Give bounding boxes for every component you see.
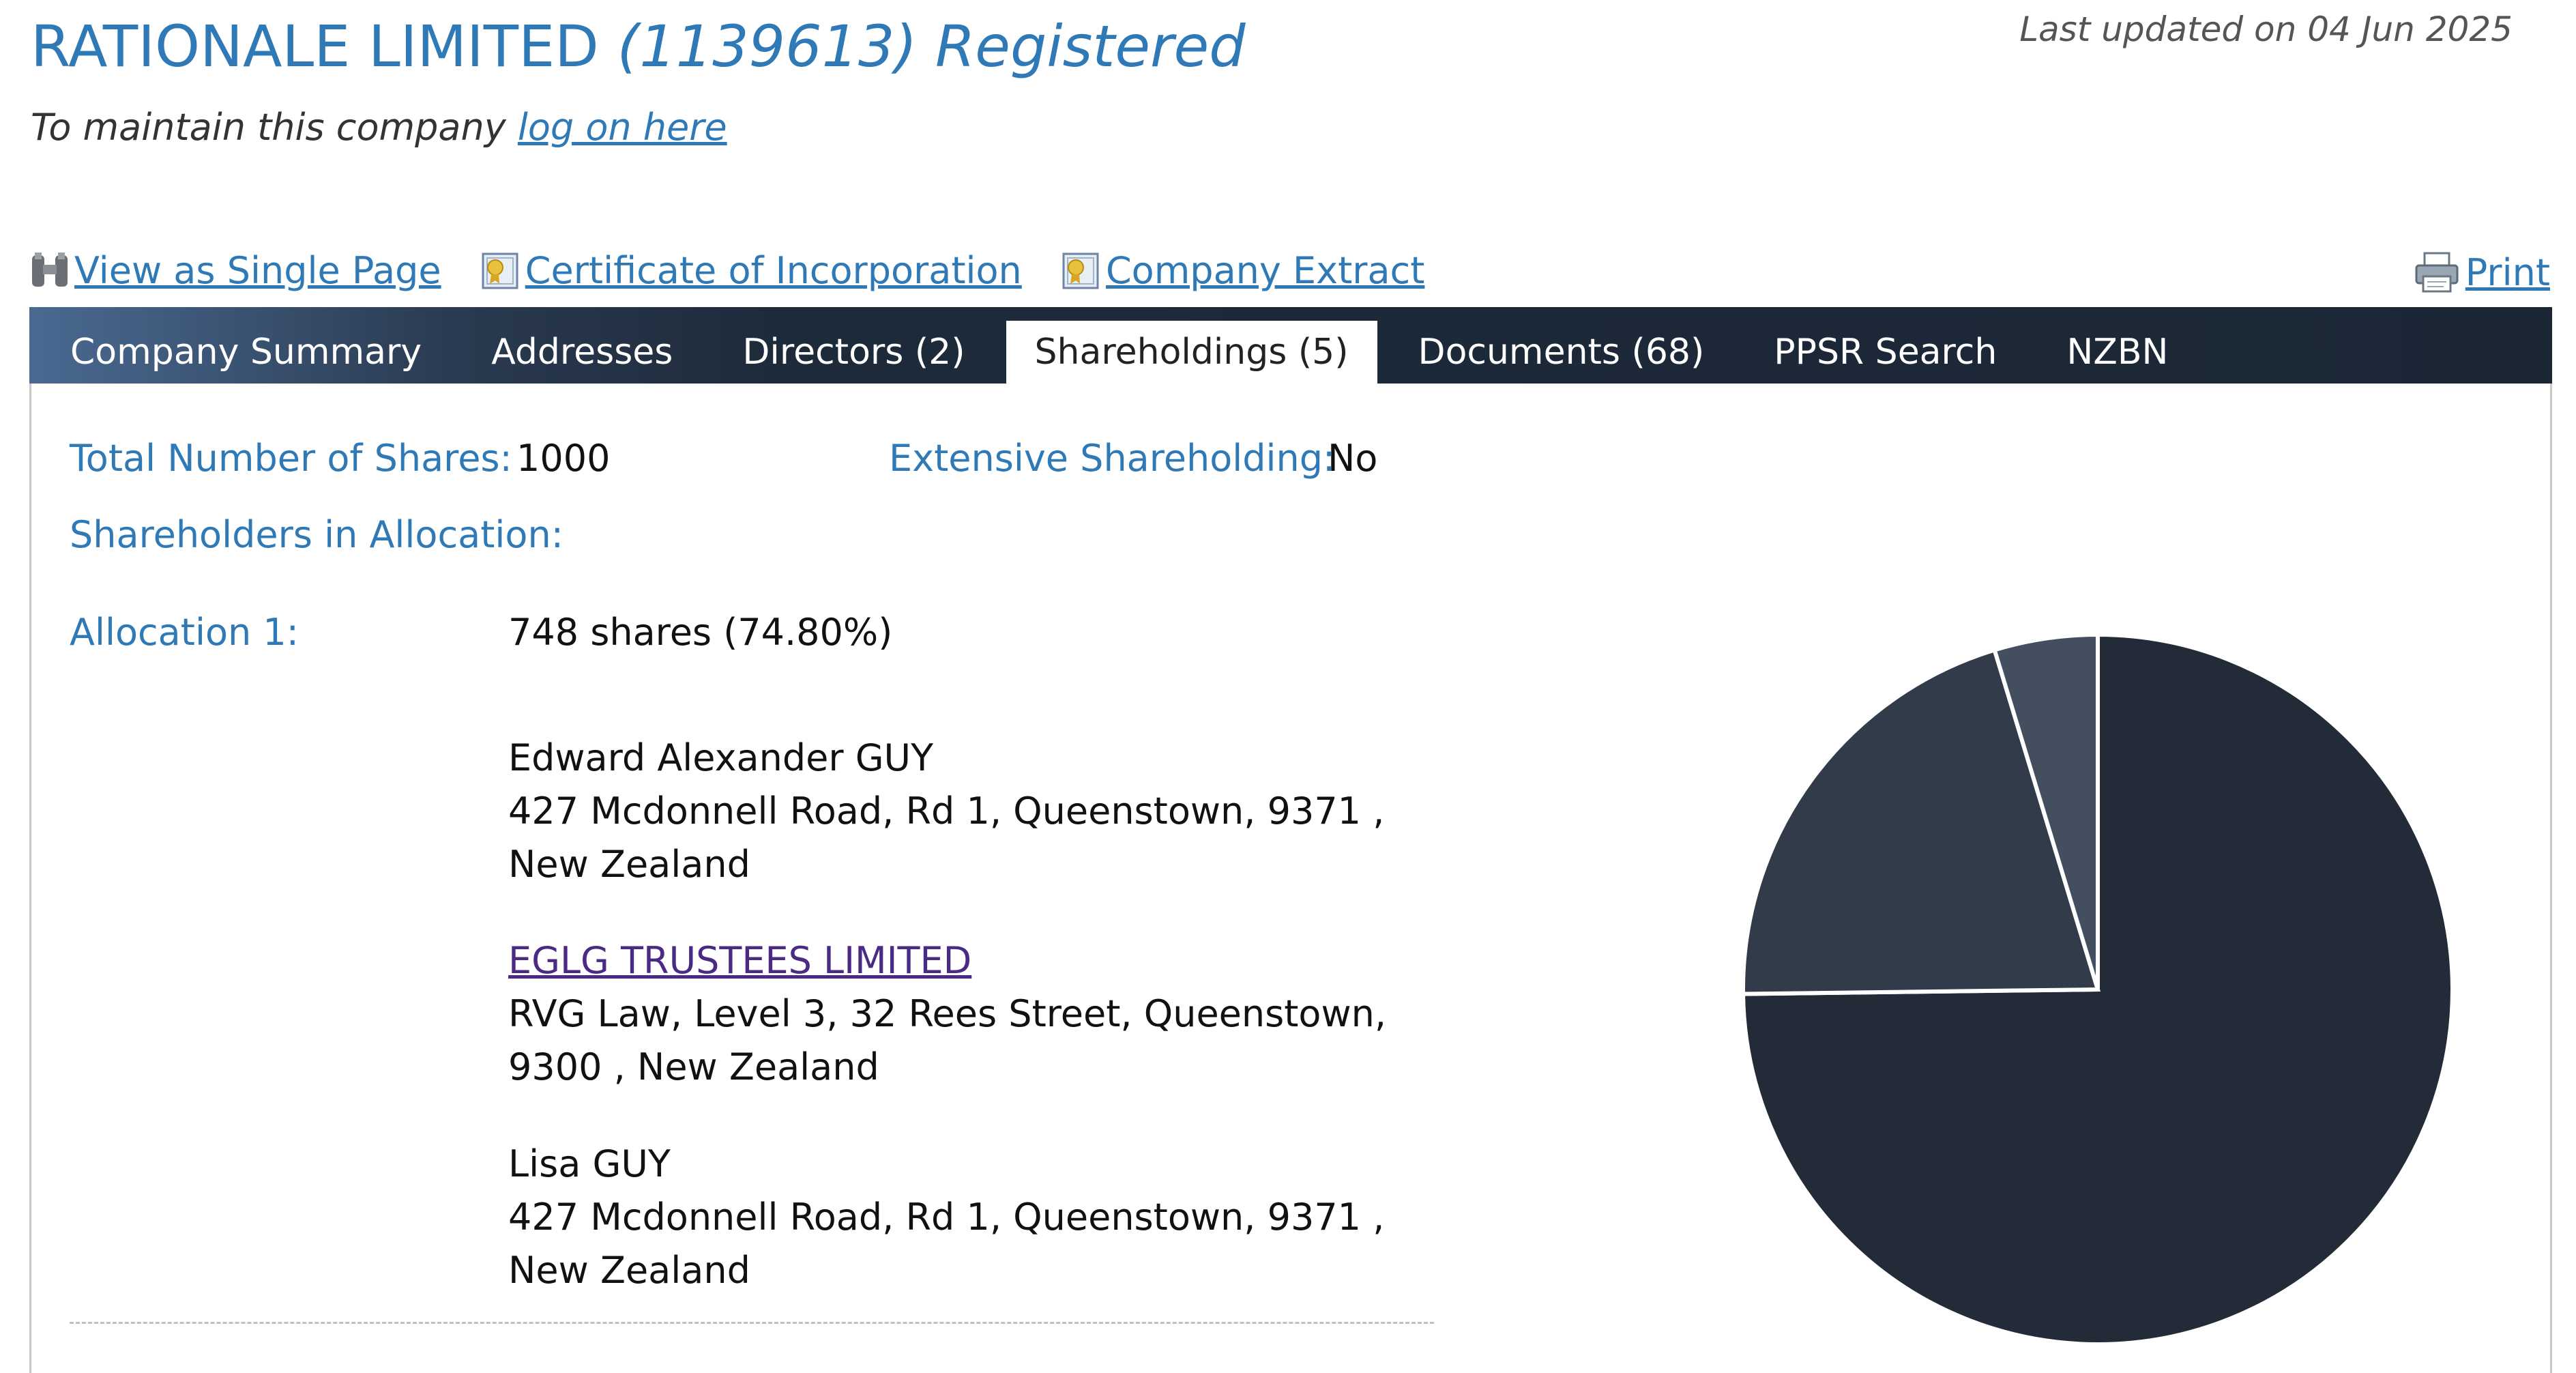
binoculars-icon (29, 250, 70, 292)
allocation-label: Allocation 1: (70, 611, 299, 654)
action-links: View as Single Page Certificate of Incor… (29, 249, 1452, 301)
total-shares-value: 1000 (516, 437, 611, 480)
maintain-note: To maintain this company log on here (31, 106, 727, 149)
shareholder-entry: Lisa GUY 427 Mcdonnell Road, Rd 1, Queen… (508, 1138, 1463, 1297)
pie-slice (1741, 647, 2101, 996)
certificate-icon (480, 250, 521, 292)
print-link[interactable]: Print (2414, 250, 2550, 294)
last-updated: Last updated on 04 Jun 2025 (2019, 10, 2513, 49)
tab-ppsr-search[interactable]: PPSR Search (1774, 332, 1997, 373)
tab-company-summary[interactable]: Company Summary (70, 332, 422, 373)
total-shares-label: Total Number of Shares: (70, 437, 512, 480)
view-single-page-link[interactable]: View as Single Page (29, 249, 441, 292)
company-number: (1139613) (617, 13, 918, 80)
shareholder-address: RVG Law, Level 3, 32 Rees Street, Queens… (508, 992, 1387, 1088)
tab-documents[interactable]: Documents (68) (1418, 332, 1705, 373)
tab-shareholdings[interactable]: Shareholdings (5) (1006, 321, 1377, 384)
company-extract-label[interactable]: Company Extract (1105, 249, 1425, 292)
shareholder-entry: EGLG TRUSTEES LIMITED RVG Law, Level 3, … (508, 934, 1463, 1094)
maintain-text: To maintain this company (31, 106, 506, 149)
shareholder-address: 427 Mcdonnell Road, Rd 1, Queenstown, 93… (508, 1196, 1385, 1292)
pie-slice (1991, 632, 2100, 990)
tab-nzbn[interactable]: NZBN (2066, 332, 2169, 373)
certificate-icon (1061, 250, 1102, 292)
certificate-link[interactable]: Certificate of Incorporation (480, 249, 1022, 292)
extensive-shareholding-label: Extensive Shareholding: (889, 437, 1336, 480)
shareholder-entry: Edward Alexander GUY 427 Mcdonnell Road,… (508, 732, 1463, 891)
company-page: RATIONALE LIMITED (1139613) Registered L… (29, 5, 2552, 1373)
allocation-value: 748 shares (74.80%) (508, 611, 893, 654)
page-title: RATIONALE LIMITED (1139613) Registered (31, 5, 1246, 87)
shareholder-name: Lisa GUY (508, 1142, 671, 1185)
tab-bar: Company Summary Addresses Directors (2) … (29, 307, 2552, 384)
log-on-link[interactable]: log on here (517, 106, 727, 149)
allocation-divider (70, 1322, 1434, 1324)
view-single-page-label[interactable]: View as Single Page (74, 249, 441, 292)
printer-icon (2414, 250, 2460, 294)
company-name: RATIONALE LIMITED (31, 13, 599, 80)
extensive-shareholding-value: No (1328, 437, 1378, 480)
tab-directors[interactable]: Directors (2) (742, 332, 965, 373)
company-extract-link[interactable]: Company Extract (1061, 249, 1424, 292)
shareholder-address: 427 Mcdonnell Road, Rd 1, Queenstown, 93… (508, 790, 1385, 886)
shareholder-company-link[interactable]: EGLG TRUSTEES LIMITED (508, 939, 972, 982)
shareholder-name: Edward Alexander GUY (508, 736, 934, 779)
tab-addresses[interactable]: Addresses (491, 332, 673, 373)
shareholders-in-allocation-label: Shareholders in Allocation: (70, 513, 564, 556)
shareholdings-panel (29, 384, 2552, 1373)
certificate-label[interactable]: Certificate of Incorporation (525, 249, 1022, 292)
shareholding-pie-chart (1740, 632, 2455, 1346)
company-status: Registered (935, 13, 1246, 80)
print-label[interactable]: Print (2465, 250, 2550, 294)
